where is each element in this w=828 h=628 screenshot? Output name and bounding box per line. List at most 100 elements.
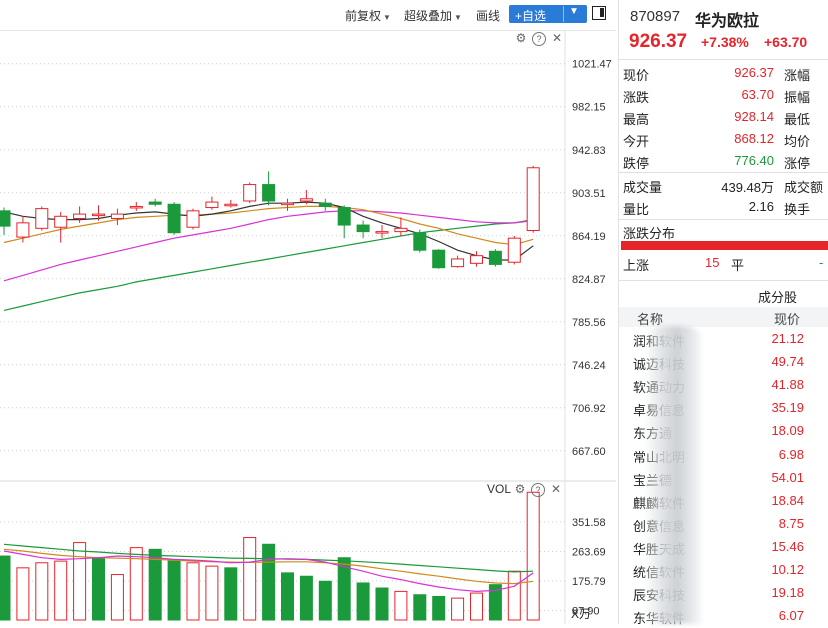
quote-label: 跌停: [623, 156, 650, 171]
candle: [451, 258, 465, 268]
volume-bar: [375, 587, 389, 621]
quote-value: 63.70: [741, 87, 774, 102]
divider: [619, 172, 828, 173]
quote-row: 最高 928.14 最低: [619, 107, 828, 129]
quote-row: 现价 926.37 涨幅: [619, 63, 828, 85]
quote-row: 今开 868.12 均价: [619, 129, 828, 151]
ma20-line: [3, 210, 534, 282]
quote-label: 今开: [623, 134, 650, 149]
candle: [356, 224, 370, 233]
distribution-title: 涨跌分布: [623, 226, 676, 241]
drawing-button[interactable]: 画线: [476, 9, 501, 23]
column-name-header[interactable]: 名称: [637, 312, 664, 327]
volume-bar: [356, 582, 370, 621]
volume-bar: [526, 491, 540, 621]
constituent-price: 49.74: [771, 354, 804, 370]
candle: [186, 210, 200, 228]
volume-bar: [167, 560, 181, 621]
volume-bar: [432, 595, 446, 621]
quote-label-secondary: 换手: [784, 202, 811, 217]
quote-value: 868.12: [734, 131, 774, 146]
chevron-down-icon[interactable]: ▼: [569, 6, 579, 17]
settings-icon[interactable]: ⚙: [514, 482, 526, 496]
help-icon[interactable]: ?: [532, 32, 546, 46]
flat-label: 平: [731, 258, 745, 273]
candle: [54, 215, 68, 228]
volume-tick-label: 351.58: [572, 517, 606, 529]
volume-bar: [507, 570, 521, 621]
volume-bar: [205, 565, 219, 621]
volume-ma5-line: [3, 550, 534, 593]
candle: [224, 203, 238, 207]
constituent-price: 18.84: [771, 492, 804, 508]
candle: [394, 227, 408, 233]
volume-bar: [16, 567, 30, 621]
volume-bar: [299, 575, 313, 621]
kline-chart[interactable]: 1021.47 982.15 942.83 903.51 864.19 824.87 785…: [0, 30, 616, 624]
stock-code: 870897: [630, 8, 681, 25]
volume-chart-controls: ⚙? ✕: [509, 482, 563, 497]
candle: [488, 250, 502, 265]
candle: [318, 202, 332, 207]
column-price-header[interactable]: 现价: [774, 312, 801, 327]
volume-bar: [54, 560, 68, 621]
chevron-down-icon: ▼: [454, 13, 462, 22]
volume-bar: [451, 597, 465, 621]
quote-label: 成交量: [623, 180, 663, 195]
settings-icon[interactable]: ⚙: [515, 31, 527, 45]
up-label: 上涨: [623, 258, 650, 273]
y-tick-label: 667.60: [572, 446, 606, 458]
quote-row: 量比 2.16 换手: [619, 197, 828, 219]
candle: [35, 208, 49, 229]
quote-row: 涨跌 63.70 振幅: [619, 85, 828, 107]
volume-bar: [0, 555, 11, 621]
volume-ma20-line: [3, 543, 534, 573]
volume-ma10-line: [3, 548, 534, 585]
add-watchlist-button[interactable]: +自选 ▼: [509, 5, 587, 23]
constituent-price: 15.46: [771, 538, 804, 554]
close-icon[interactable]: ✕: [550, 482, 562, 496]
candle: [413, 232, 427, 251]
quote-value: 928.14: [734, 109, 774, 124]
candle: [281, 202, 294, 206]
privacy-blur: [644, 326, 704, 624]
y-tick-label: 706.92: [572, 403, 606, 415]
y-tick-label: 903.51: [572, 188, 606, 200]
constituents-header: 名称 现价: [619, 307, 828, 327]
help-icon[interactable]: ?: [531, 483, 545, 497]
volume-tick-label: 87.90: [572, 606, 600, 618]
constituent-price: 21.12: [771, 331, 804, 346]
volume-tick-label: 175.79: [572, 576, 606, 588]
candle: [470, 255, 483, 264]
volume-bar: [281, 572, 294, 621]
constituent-price: 19.18: [771, 585, 804, 601]
add-watchlist-label: +自选: [515, 9, 547, 23]
ma10-line: [3, 205, 534, 246]
overlay-dropdown[interactable]: 超级叠加 ▼: [404, 7, 462, 24]
constituent-price: 6.98: [778, 446, 804, 462]
quote-value: 439.48万: [721, 180, 774, 195]
up-count: 15: [705, 255, 720, 270]
quote-label-secondary: 涨幅: [784, 68, 811, 83]
quote-label-secondary: 振幅: [784, 90, 811, 105]
panel-toggle-icon[interactable]: [592, 6, 606, 20]
candle: [243, 184, 257, 202]
y-tick-label: 982.15: [572, 102, 606, 114]
volume-bar: [262, 543, 276, 621]
y-tick-label: 785.56: [572, 317, 606, 329]
volume-bar: [129, 547, 143, 621]
divider: [563, 6, 564, 22]
stock-name: 华为欧拉: [695, 13, 760, 30]
divider: [619, 219, 828, 220]
volume-bar: [470, 592, 483, 621]
restore-rights-dropdown[interactable]: 前复权 ▼: [345, 7, 391, 24]
quote-panel: 870897 华为欧拉 926.37 +7.38% +63.70 现价 926.3…: [619, 0, 828, 626]
down-count: -: [819, 255, 824, 270]
candle: [432, 249, 446, 269]
restore-rights-label: 前复权: [345, 9, 382, 23]
close-icon[interactable]: ✕: [551, 31, 563, 45]
candle: [73, 213, 87, 219]
y-tick-label: 864.19: [572, 231, 606, 243]
volume-bar: [413, 594, 427, 621]
quote-value: 2.16: [748, 199, 774, 214]
